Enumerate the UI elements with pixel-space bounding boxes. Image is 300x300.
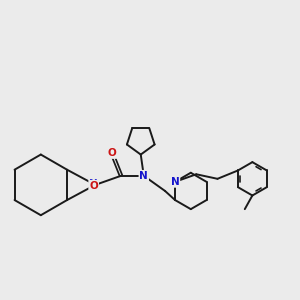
Text: O: O (108, 148, 116, 158)
Text: N: N (171, 177, 179, 187)
Text: O: O (89, 181, 98, 191)
Text: N: N (89, 179, 98, 189)
Text: N: N (140, 171, 148, 181)
